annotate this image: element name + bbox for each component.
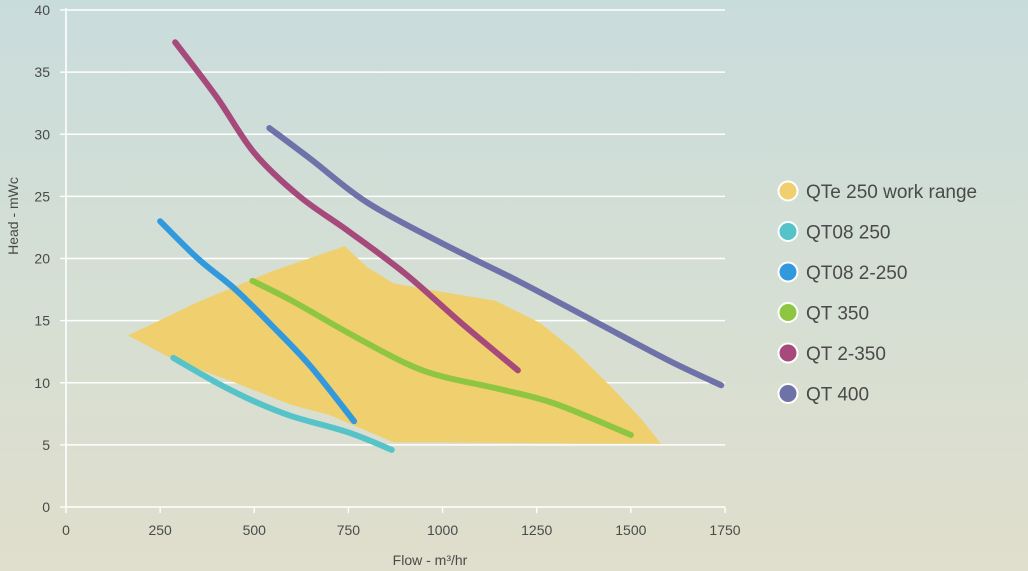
x-tick-label: 1000: [427, 522, 458, 538]
series-line-qt-2-350: [172, 39, 521, 374]
y-tick-label: 20: [34, 251, 50, 267]
legend-label: QT 350: [806, 304, 869, 325]
legend-label: QT08 2-250: [806, 263, 907, 284]
legend-marker: [777, 221, 799, 242]
legend-marker: [777, 342, 799, 364]
legend-label: QT 400: [806, 385, 869, 406]
x-tick-label: 1250: [521, 522, 552, 538]
axes: [65, 8, 725, 508]
series-line-qt-400: [266, 125, 725, 389]
x-axis-title: Flow - m³/hr: [393, 552, 468, 568]
y-tick-labels: 0 5 10 15 20 25 30 35 40: [34, 2, 66, 515]
y-tick-label: 35: [34, 64, 50, 80]
series-line-qt08-250: [170, 354, 395, 453]
x-tick-label: 250: [148, 522, 172, 538]
series-line-qt-350: [249, 277, 634, 438]
y-tick-label: 10: [34, 375, 50, 391]
x-tick-labels: 0 250 500 750 1000 1250 1500 1750: [62, 507, 741, 538]
x-tick-label: 1750: [709, 522, 740, 538]
y-tick-label: 5: [42, 437, 50, 453]
series-lines-layer: [157, 39, 725, 453]
legend-label: QTe 250 work range: [806, 182, 977, 203]
y-tick-label: 25: [34, 188, 50, 204]
legend-label: QT08 250: [806, 223, 891, 244]
legend-marker: [777, 302, 799, 323]
series-line-qt08-2-250: [157, 218, 358, 425]
y-tick-label: 40: [34, 2, 50, 18]
y-tick-label: 30: [34, 126, 50, 142]
y-tick-label: 0: [42, 499, 50, 515]
legend-label: QT 2-350: [806, 344, 886, 365]
legend-marker: [777, 261, 799, 283]
y-axis-title: Head - mWc: [5, 177, 21, 255]
x-tick-label: 1500: [615, 522, 646, 538]
x-tick-label: 0: [62, 522, 70, 538]
y-tick-label: 15: [34, 313, 50, 329]
legend: QTe 250 work range QT08 250 QT08 2-250 QT 3…: [777, 180, 977, 406]
x-tick-label: 750: [337, 522, 361, 538]
x-tick-label: 500: [243, 522, 267, 538]
legend-marker: [777, 180, 799, 202]
legend-marker: [777, 383, 799, 404]
